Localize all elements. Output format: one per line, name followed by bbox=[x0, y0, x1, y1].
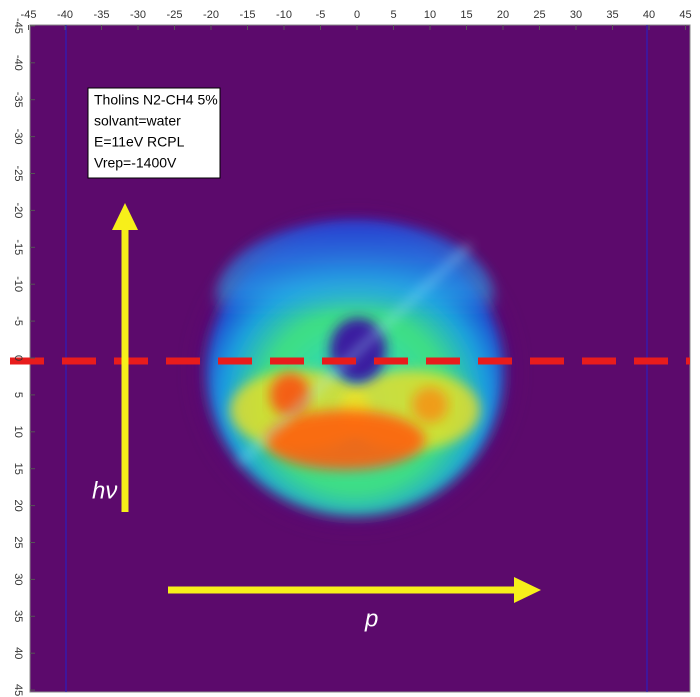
x-tick-label: 10 bbox=[424, 9, 436, 21]
legend-line: E=11eV RCPL bbox=[94, 134, 185, 150]
x-tick-label: 40 bbox=[643, 9, 655, 21]
x-tick-label: 15 bbox=[460, 9, 472, 21]
x-tick-label: 35 bbox=[606, 9, 618, 21]
y-tick-label: -45 bbox=[12, 18, 24, 34]
x-tick-label: -45 bbox=[21, 9, 37, 21]
y-tick-label: 10 bbox=[12, 426, 24, 438]
y-tick-label: -35 bbox=[12, 92, 24, 108]
y-tick-label: 15 bbox=[12, 463, 24, 475]
x-tick-label: -20 bbox=[203, 9, 219, 21]
y-tick-label: -5 bbox=[12, 316, 24, 326]
y-tick-label: 5 bbox=[12, 392, 24, 398]
y-tick-label: -10 bbox=[12, 276, 24, 292]
y-tick-label: -25 bbox=[12, 166, 24, 182]
y-tick-label: 0 bbox=[12, 355, 24, 361]
legend-line: Vrep=-1400V bbox=[94, 155, 177, 171]
y-tick-label: 25 bbox=[12, 536, 24, 548]
x-tick-label: 0 bbox=[354, 9, 360, 21]
x-tick-label: -35 bbox=[94, 9, 110, 21]
y-tick-label: 35 bbox=[12, 610, 24, 622]
legend: Tholins N2-CH4 5% solvant=water E=11eV R… bbox=[87, 87, 221, 179]
y-tick-label: -15 bbox=[12, 239, 24, 255]
x-tick-label: -30 bbox=[130, 9, 146, 21]
x-tick-label: 45 bbox=[679, 9, 691, 21]
x-tick-label: -40 bbox=[57, 9, 73, 21]
y-tick-label: -30 bbox=[12, 129, 24, 145]
momentum-label: p bbox=[364, 605, 378, 632]
y-tick-label: 20 bbox=[12, 499, 24, 511]
y-tick-label: -40 bbox=[12, 55, 24, 71]
x-tick-label: 30 bbox=[570, 9, 582, 21]
arrows bbox=[112, 203, 541, 603]
photon-label: hν bbox=[92, 477, 117, 504]
x-tick-label: -5 bbox=[316, 9, 326, 21]
legend-line: solvant=water bbox=[94, 113, 181, 129]
x-tick-label: -10 bbox=[276, 9, 292, 21]
x-tick-label: -15 bbox=[240, 9, 256, 21]
y-tick-label: -20 bbox=[12, 202, 24, 218]
x-tick-label: 25 bbox=[533, 9, 545, 21]
y-tick-label: 30 bbox=[12, 573, 24, 585]
legend-line: Tholins N2-CH4 5% bbox=[94, 92, 218, 108]
x-tick-label: -25 bbox=[167, 9, 183, 21]
x-tick-label: 5 bbox=[390, 9, 396, 21]
y-tick-label: 40 bbox=[12, 647, 24, 659]
signal-blob bbox=[190, 212, 520, 532]
y-tick-label: 45 bbox=[12, 684, 24, 696]
x-tick-label: 20 bbox=[497, 9, 509, 21]
